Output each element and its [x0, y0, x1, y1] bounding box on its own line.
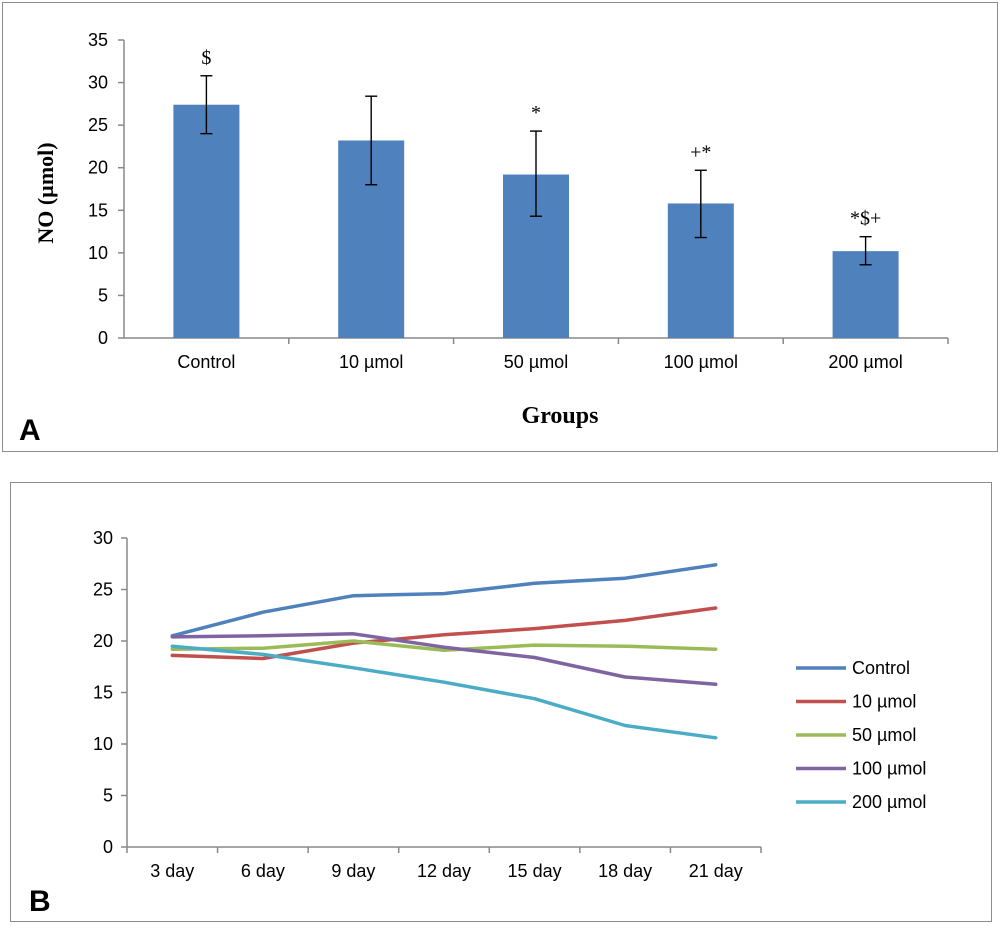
category-label: 3 day: [150, 861, 194, 881]
series-line: [170, 644, 718, 740]
legend-label: 200 µmol: [852, 792, 926, 812]
category-label: 50 µmol: [504, 352, 568, 372]
y-axis-label: NO (µmol): [33, 142, 58, 243]
y-tick-label: 20: [93, 631, 113, 651]
y-tick-label: 25: [88, 115, 108, 135]
line-chart-categories: 3 day 6 day 9 day 12 day 15 day 18 day 21 day: [150, 861, 742, 881]
category-label: 12 day: [417, 861, 471, 881]
bar-chart-error-bars: [200, 75, 872, 266]
bar: [832, 251, 899, 338]
significance-marker: $: [201, 47, 211, 69]
significance-marker: *: [531, 102, 541, 124]
y-tick-label: 5: [98, 285, 108, 305]
y-tick-label: 35: [88, 30, 108, 50]
x-axis-label: Groups: [522, 403, 599, 429]
y-tick-label: 0: [98, 328, 108, 348]
category-label: 100 µmol: [664, 352, 738, 372]
y-tick-label: 30: [88, 73, 108, 93]
bar-chart-annotations: $ * +* *$+: [201, 47, 881, 230]
series-line: [170, 632, 718, 687]
category-label: 18 day: [598, 861, 652, 881]
y-tick-label: 5: [103, 786, 113, 806]
category-label: 21 day: [689, 861, 743, 881]
legend-label: Control: [852, 658, 910, 678]
line-chart: 0 5 10 15 20 25 30 3 day 6 day 9 day 12 day 15 day…: [29, 528, 926, 918]
y-tick-label: 30: [93, 528, 113, 548]
category-label: 6 day: [241, 861, 285, 881]
bar-chart: $ * +* *$+ 0 5 10 15 20 25 30 35 Control 10 µmol 50 …: [19, 30, 949, 447]
panel-b: 0 5 10 15 20 25 30 3 day 6 day 9 day 12 day 15 day…: [10, 482, 992, 922]
y-tick-label: 10: [88, 243, 108, 263]
y-tick-label: 15: [93, 683, 113, 703]
significance-marker: +*: [690, 141, 711, 163]
category-label: 15 day: [508, 861, 562, 881]
significance-marker: *$+: [850, 208, 881, 230]
legend-label: 10 µmol: [852, 692, 916, 712]
category-label: 10 µmol: [339, 352, 403, 372]
category-label: 9 day: [331, 861, 375, 881]
series-line: [170, 639, 718, 653]
bar-chart-y-ticks: 0 5 10 15 20 25 30 35: [88, 30, 108, 348]
panel-a: $ * +* *$+ 0 5 10 15 20 25 30 35 Control 10 µmol 50 …: [2, 2, 998, 452]
category-label: 200 µmol: [828, 352, 902, 372]
series-line: [170, 563, 718, 638]
y-tick-label: 25: [93, 580, 113, 600]
category-label: Control: [177, 352, 235, 372]
panel-letter-b: B: [29, 885, 51, 918]
legend-label: 50 µmol: [852, 725, 916, 745]
line-chart-series: [170, 563, 718, 740]
legend-label: 100 µmol: [852, 759, 926, 779]
y-tick-label: 10: [93, 734, 113, 754]
line-chart-y-ticks: 0 5 10 15 20 25 30: [93, 528, 113, 857]
y-tick-label: 0: [103, 837, 113, 857]
bar-chart-categories: Control 10 µmol 50 µmol 100 µmol 200 µmol: [177, 352, 902, 372]
bar-chart-bars: [173, 104, 899, 338]
y-tick-label: 20: [88, 158, 108, 178]
line-chart-axes: [121, 537, 762, 853]
series-line: [170, 606, 718, 661]
bar: [173, 104, 240, 338]
legend: Control 10 µmol 50 µmol 100 µmol 200 µmol: [796, 658, 926, 812]
y-tick-label: 15: [88, 200, 108, 220]
panel-letter-a: A: [19, 414, 41, 447]
